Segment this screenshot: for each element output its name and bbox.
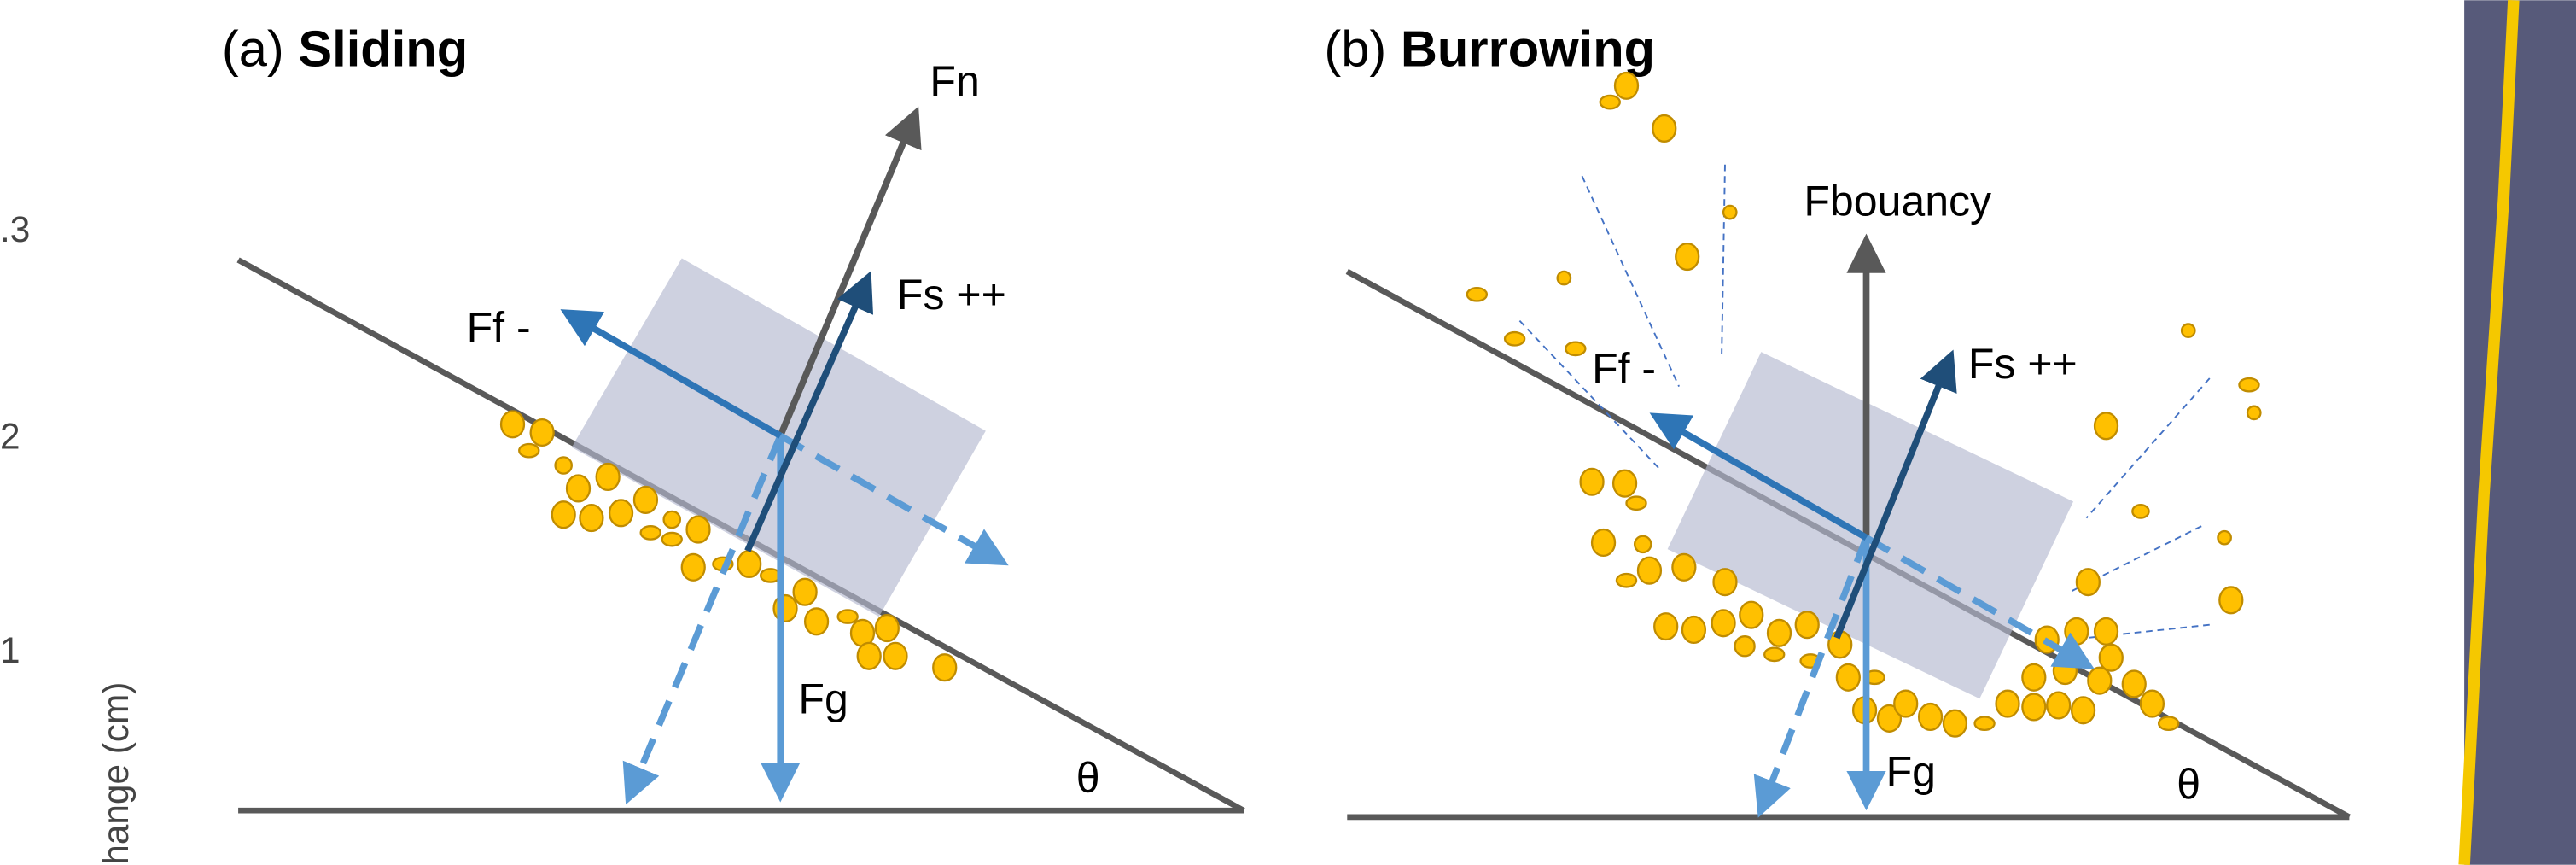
panel-b: (b) Burrowing — [1324, 20, 2349, 817]
force-label: Ff - — [467, 304, 531, 352]
block — [1668, 352, 2073, 698]
force-label: Fg — [1886, 747, 1936, 795]
angle-label: θ — [2177, 761, 2200, 809]
axis-label: hange (cm) — [96, 682, 136, 865]
force-label: Ff - — [1592, 345, 1656, 393]
force-label: Fs ++ — [897, 271, 1006, 319]
panel-name: Sliding — [298, 20, 468, 77]
axis-tick-label: 1 — [0, 630, 20, 670]
page: .3 2 1 hange (cm) (a) Sliding Fn Fs ++ F… — [0, 0, 2576, 865]
panel-title: (a) Sliding — [222, 20, 468, 77]
panel-letter: (b) — [1324, 20, 1386, 77]
axis-tick-label: .3 — [0, 209, 30, 249]
panel-letter: (a) — [222, 20, 284, 77]
force-label: Fn — [930, 57, 979, 105]
force-label: Fbouancy — [1804, 177, 1991, 225]
panel-title: (b) Burrowing — [1324, 20, 1655, 77]
force-label: Fg — [798, 675, 848, 723]
side-panel — [2464, 0, 2576, 864]
panel-a: (a) Sliding Fn Fs ++ Ff - Fg θ — [222, 20, 1244, 810]
force-label: Fs ++ — [1968, 340, 2078, 388]
figure: .3 2 1 hange (cm) (a) Sliding Fn Fs ++ F… — [0, 0, 2576, 865]
panel-name: Burrowing — [1401, 20, 1655, 77]
axis-tick-label: 2 — [0, 417, 20, 457]
angle-label: θ — [1076, 754, 1100, 802]
